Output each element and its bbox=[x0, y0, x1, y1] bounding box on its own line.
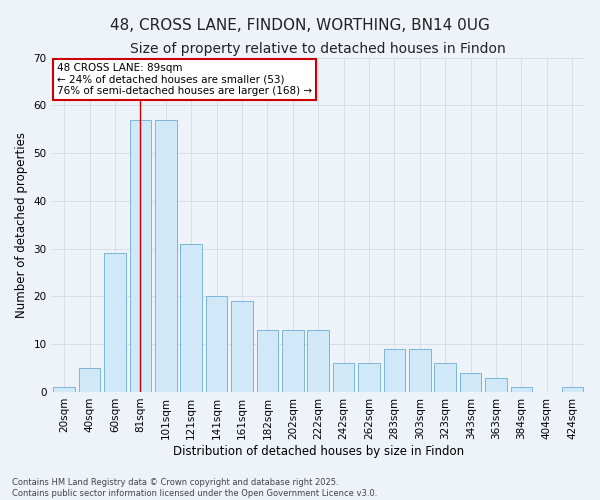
Bar bbox=[511, 387, 532, 392]
Bar bbox=[485, 378, 507, 392]
Bar bbox=[53, 387, 75, 392]
Text: 48, CROSS LANE, FINDON, WORTHING, BN14 0UG: 48, CROSS LANE, FINDON, WORTHING, BN14 0… bbox=[110, 18, 490, 32]
Bar bbox=[130, 120, 151, 392]
Bar bbox=[79, 368, 100, 392]
Text: Contains HM Land Registry data © Crown copyright and database right 2025.
Contai: Contains HM Land Registry data © Crown c… bbox=[12, 478, 377, 498]
Bar bbox=[383, 349, 405, 392]
Bar bbox=[358, 364, 380, 392]
Title: Size of property relative to detached houses in Findon: Size of property relative to detached ho… bbox=[130, 42, 506, 56]
Bar bbox=[409, 349, 431, 392]
Bar bbox=[434, 364, 456, 392]
Bar bbox=[307, 330, 329, 392]
Bar bbox=[282, 330, 304, 392]
X-axis label: Distribution of detached houses by size in Findon: Distribution of detached houses by size … bbox=[173, 444, 464, 458]
Text: 48 CROSS LANE: 89sqm
← 24% of detached houses are smaller (53)
76% of semi-detac: 48 CROSS LANE: 89sqm ← 24% of detached h… bbox=[57, 62, 312, 96]
Y-axis label: Number of detached properties: Number of detached properties bbox=[15, 132, 28, 318]
Bar bbox=[155, 120, 176, 392]
Bar bbox=[460, 373, 481, 392]
Bar bbox=[104, 254, 126, 392]
Bar bbox=[333, 364, 355, 392]
Bar bbox=[181, 244, 202, 392]
Bar bbox=[231, 301, 253, 392]
Bar bbox=[206, 296, 227, 392]
Bar bbox=[562, 387, 583, 392]
Bar bbox=[257, 330, 278, 392]
